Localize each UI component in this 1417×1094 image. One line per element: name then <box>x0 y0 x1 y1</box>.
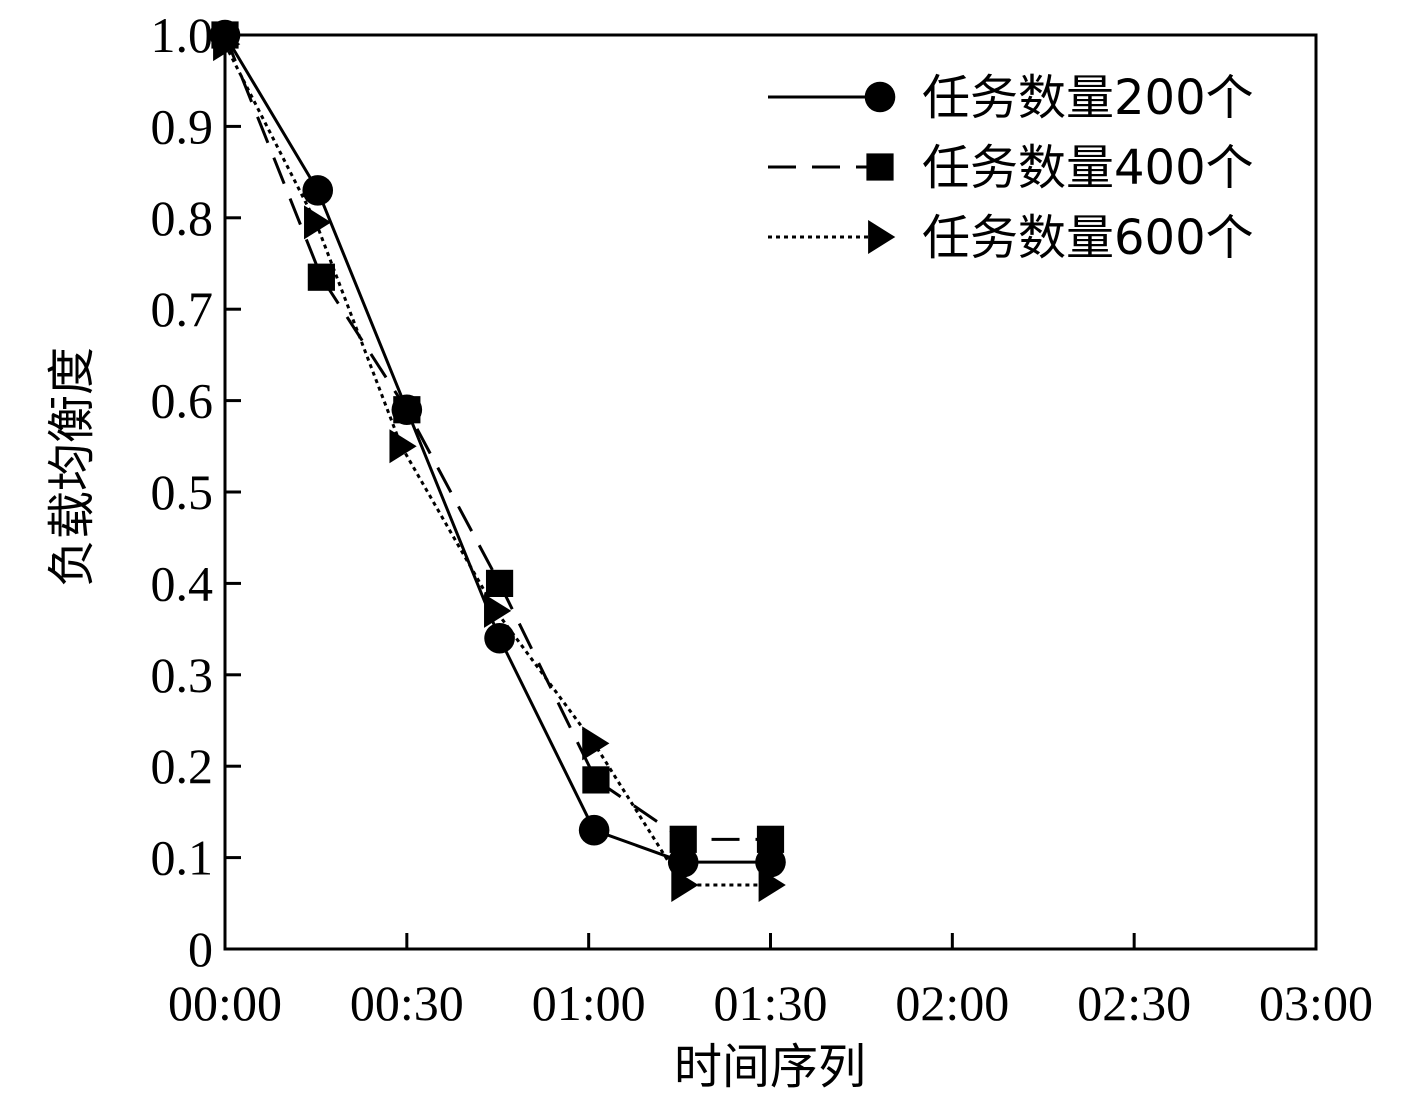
data-point-circle <box>484 622 515 654</box>
x-tick-label: 02:00 <box>895 975 1009 1031</box>
data-point-circle <box>302 175 334 206</box>
y-tick-label: 0.3 <box>151 647 214 703</box>
data-point-triangle <box>868 220 896 254</box>
series-square <box>211 21 785 853</box>
x-tick-label: 02:30 <box>1077 975 1191 1031</box>
y-axis-title: 负载均衡度 <box>44 347 100 587</box>
x-tick-label: 01:30 <box>714 975 828 1031</box>
data-point-triangle <box>304 205 332 240</box>
data-point-triangle <box>484 593 512 628</box>
y-tick-label: 0 <box>188 921 213 977</box>
y-tick-label: 0.6 <box>151 373 214 429</box>
y-tick-label: 0.4 <box>151 555 214 611</box>
data-point-triangle <box>671 868 699 903</box>
y-tick-label: 0.1 <box>151 830 214 886</box>
data-point-triangle <box>758 868 786 903</box>
data-point-circle <box>667 846 699 878</box>
series-circle <box>209 19 786 878</box>
data-point-square <box>485 569 514 597</box>
y-tick-label: 0.8 <box>151 190 214 246</box>
data-point-circle <box>578 814 610 846</box>
data-point-circle <box>755 846 786 878</box>
data-point-circle <box>864 81 896 113</box>
data-point-square <box>756 825 785 853</box>
y-tick-label: 0.9 <box>151 98 214 154</box>
data-point-triangle <box>213 27 241 62</box>
data-point-square <box>866 153 894 181</box>
x-tick-label: 00:30 <box>350 975 464 1031</box>
x-axis-title: 时间序列 <box>674 1039 866 1094</box>
legend-label: 任务数量600个 <box>922 210 1254 266</box>
data-point-square <box>393 396 421 424</box>
x-axis: 00:00 00:30 01:00 01:30 02:00 02:30 03:00 <box>168 933 1373 1031</box>
series-line <box>223 34 771 864</box>
data-point-triangle <box>389 429 417 464</box>
y-tick-label: 1.0 <box>151 7 214 63</box>
series-triangle <box>213 27 786 903</box>
legend-label: 任务数量400个 <box>922 140 1254 196</box>
data-point-square <box>669 825 697 853</box>
x-tick-label: 03:00 <box>1259 975 1373 1031</box>
data-point-triangle <box>582 726 610 761</box>
x-tick-label: 01:00 <box>532 975 646 1031</box>
series-line <box>223 34 771 841</box>
data-point-square <box>582 766 610 794</box>
y-tick-label: 0.2 <box>151 738 214 794</box>
legend-label: 任务数量200个 <box>922 70 1254 126</box>
series-layer <box>209 19 786 903</box>
x-tick-label: 00:00 <box>168 975 282 1031</box>
data-point-square <box>307 263 335 291</box>
y-tick-label: 0.7 <box>151 281 214 337</box>
y-axis: 0 0.1 0.2 0.3 0.4 0.5 0.6 0.7 0.8 0.9 1.0 <box>151 7 241 977</box>
y-tick-label: 0.5 <box>151 464 214 520</box>
